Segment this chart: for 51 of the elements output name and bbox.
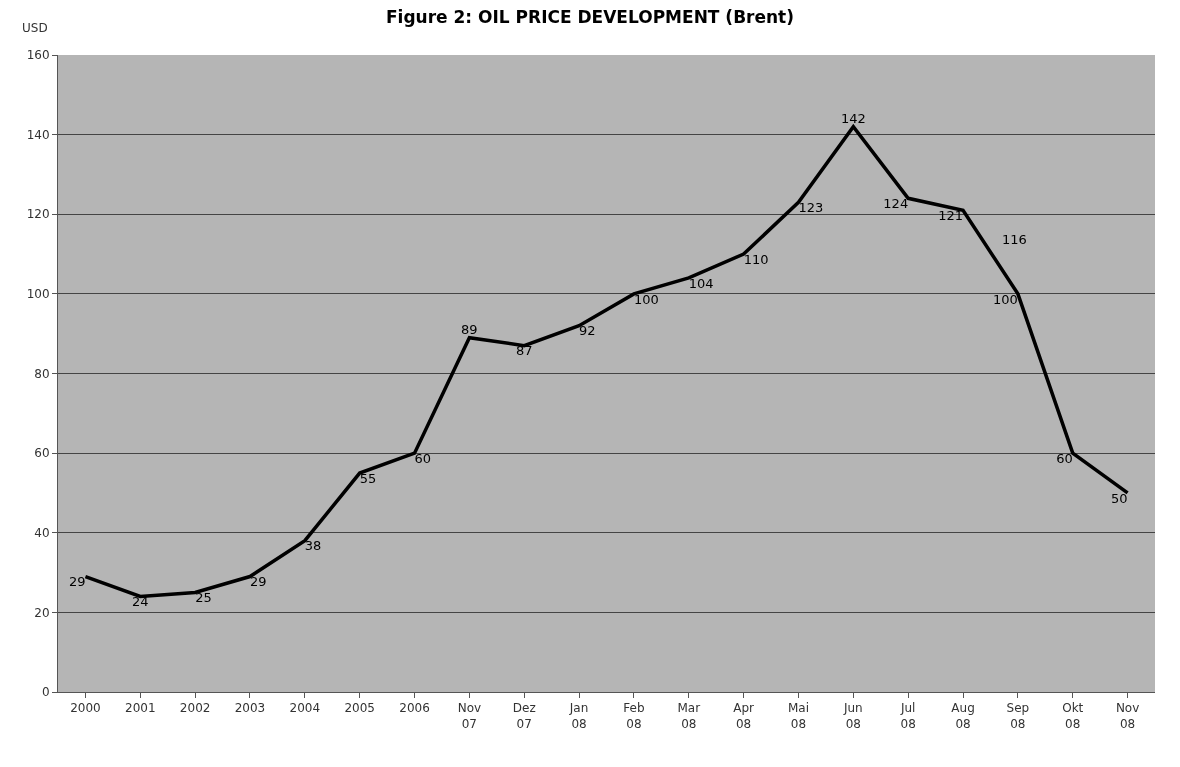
x-tick-label: 2002 — [179, 701, 211, 716]
data-label: 104 — [688, 275, 714, 291]
data-label: 100 — [993, 291, 1018, 307]
data-label: 124 — [883, 196, 909, 212]
data-label: 60 — [1056, 450, 1073, 466]
data-label: 89 — [461, 322, 478, 338]
x-tick-label: 2001 — [125, 701, 156, 716]
data-label: 123 — [798, 200, 824, 216]
data-label: 142 — [840, 111, 866, 127]
x-tick-label: Aug 08 — [951, 701, 975, 731]
x-tick-label: Jun 08 — [842, 701, 863, 731]
y-tick-label: 60 — [34, 446, 50, 461]
y-tick-label: 120 — [26, 207, 50, 222]
chart-title: Figure 2: OIL PRICE DEVELOPMENT (Brent) — [385, 7, 795, 28]
data-label: 55 — [359, 470, 377, 486]
x-tick-label: 2005 — [344, 701, 375, 716]
x-tick-label: Apr 08 — [733, 701, 755, 731]
data-label: 29 — [249, 574, 267, 590]
data-label: 87 — [515, 343, 533, 359]
y-axis-title: USD — [22, 21, 48, 35]
x-tick-label: Sep 08 — [1006, 701, 1030, 731]
y-tick-label: 80 — [34, 366, 50, 381]
data-label: 110 — [743, 251, 769, 267]
y-tick-label: 160 — [26, 48, 50, 63]
x-tick-label: Nov 08 — [1115, 701, 1140, 731]
x-tick-label: Mar 08 — [677, 701, 701, 731]
y-tick-label: 100 — [26, 287, 50, 302]
x-tick-label: 2000 — [70, 701, 101, 716]
x-tick-label: Dez 07 — [512, 701, 536, 731]
data-label: 24 — [132, 594, 149, 610]
data-label: 29 — [68, 574, 86, 590]
x-tick-label: Jan 08 — [568, 701, 589, 731]
x-tick-label: Mai 08 — [787, 701, 809, 731]
data-label: 25 — [195, 590, 212, 606]
y-tick-label: 0 — [41, 685, 50, 700]
data-label: 38 — [304, 538, 322, 554]
data-label: 92 — [579, 323, 596, 339]
x-tick-label: 2006 — [399, 701, 430, 716]
x-tick-label: Jul 08 — [899, 701, 916, 731]
annotation: 116 — [1002, 232, 1027, 247]
x-tick-label: 2004 — [289, 701, 321, 716]
x-tick-label: 2003 — [234, 701, 266, 716]
y-tick-label: 20 — [34, 605, 50, 620]
y-tick-label: 140 — [26, 127, 50, 142]
data-label: 100 — [633, 291, 659, 307]
data-label: 60 — [414, 450, 432, 466]
y-tick-label: 40 — [34, 525, 50, 540]
x-tick-label: Feb 08 — [623, 701, 645, 731]
x-tick-label: Okt 08 — [1062, 701, 1084, 731]
data-label: 50 — [1111, 490, 1128, 506]
x-tick-label: Nov 07 — [457, 701, 482, 731]
